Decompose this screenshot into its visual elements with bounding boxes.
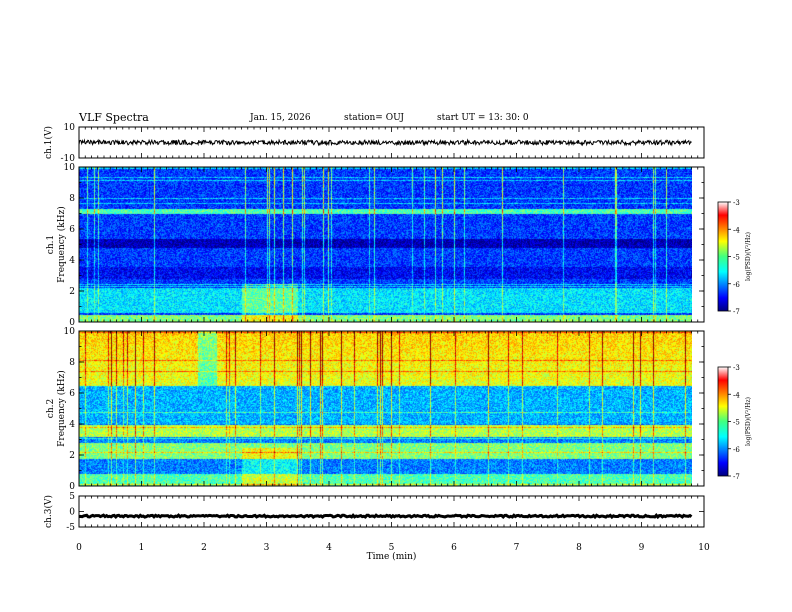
ch2-spectrogram-ytick-label: 10	[64, 327, 76, 337]
ch3-waveform-ytick-label: 0	[69, 508, 75, 518]
ch1-spectrogram-ytick-label: 0	[69, 318, 75, 328]
ch1-spectrogram-image	[79, 167, 692, 322]
ch3-waveform-ytick-label: -5	[66, 523, 75, 533]
colorbar-tick-label: -7	[733, 473, 740, 481]
figure-date: Jan. 15, 2026	[250, 113, 311, 123]
ch3-waveform-trace	[78, 513, 693, 520]
ch1-spectrogram-ytick-label: 4	[69, 256, 75, 266]
xtick-label: 9	[639, 543, 645, 553]
figure-start-ut: start UT = 13: 30: 0	[437, 113, 529, 123]
xtick-label: 1	[139, 543, 145, 553]
figure-station: station= OUJ	[344, 113, 405, 123]
colorbar-label: log(PSD)(V²/Hz)	[745, 232, 752, 281]
colorbar-tick-label: -5	[733, 254, 740, 262]
xtick-label: 5	[389, 543, 395, 553]
ch2-spectrogram-ytick-label: 0	[69, 482, 75, 492]
ch2-spectrogram-ytick-label: 4	[69, 420, 75, 430]
colorbar-tick-label: -5	[733, 419, 740, 427]
ch1-spectrogram-ytick-label: 6	[69, 225, 75, 235]
xtick-label: 6	[451, 543, 457, 553]
colorbar-label: log(PSD)(V²/Hz)	[745, 397, 752, 446]
colorbar-tick-label: -4	[733, 391, 740, 399]
ch1-spectrogram-ytick-label: 10	[64, 163, 76, 173]
ch2-spectrogram-image	[79, 331, 692, 486]
colorbar-tick-label: -3	[733, 199, 740, 207]
colorbar-tick-label: -6	[733, 281, 740, 289]
ch1-waveform-trace	[78, 138, 692, 147]
ch2-spectrogram-ytick-label: 2	[69, 451, 75, 461]
ch1-spectrogram-ytick-label: 2	[69, 287, 75, 297]
ch3-waveform-ytick-label: 5	[69, 492, 75, 502]
xtick-label: 4	[326, 543, 332, 553]
xtick-label: 7	[514, 543, 520, 553]
ch1-spectrogram-colorbar	[717, 201, 729, 312]
ch1-spectrogram-ytick-label: 8	[69, 194, 75, 204]
ch1-waveform-ylabel: ch.1(V)	[43, 126, 54, 159]
ch2-spectrogram-ytick-label: 8	[69, 358, 75, 368]
ch2-spectrogram-ylabel: ch.2	[46, 399, 56, 418]
xtick-label: 2	[201, 543, 207, 553]
colorbar-tick-label: -7	[733, 308, 740, 316]
xtick-label: 3	[264, 543, 270, 553]
ch2-spectrogram-ylabel: Frequency (kHz)	[56, 370, 67, 447]
ch1-waveform-ytick-label: -10	[61, 154, 76, 164]
colorbar-tick-label: -3	[733, 364, 740, 372]
ch1-spectrogram-ylabel: Frequency (kHz)	[56, 206, 67, 283]
ch2-spectrogram-colorbar	[717, 366, 729, 477]
ch2-spectrogram-ytick-label: 6	[69, 389, 75, 399]
colorbar-tick-label: -6	[733, 446, 740, 454]
ch1-waveform-ytick-label: 10	[64, 123, 76, 133]
xtick-label: 10	[698, 543, 710, 553]
colorbar-tick-label: -4	[733, 226, 740, 234]
ch3-waveform-ylabel: ch.3(V)	[43, 495, 54, 528]
xtick-label: 8	[576, 543, 582, 553]
xtick-label: 0	[76, 543, 82, 553]
x-axis-label: Time (min)	[367, 551, 417, 562]
figure-title: VLF Spectra	[79, 111, 149, 124]
ch1-spectrogram-ylabel: ch.1	[46, 235, 56, 254]
